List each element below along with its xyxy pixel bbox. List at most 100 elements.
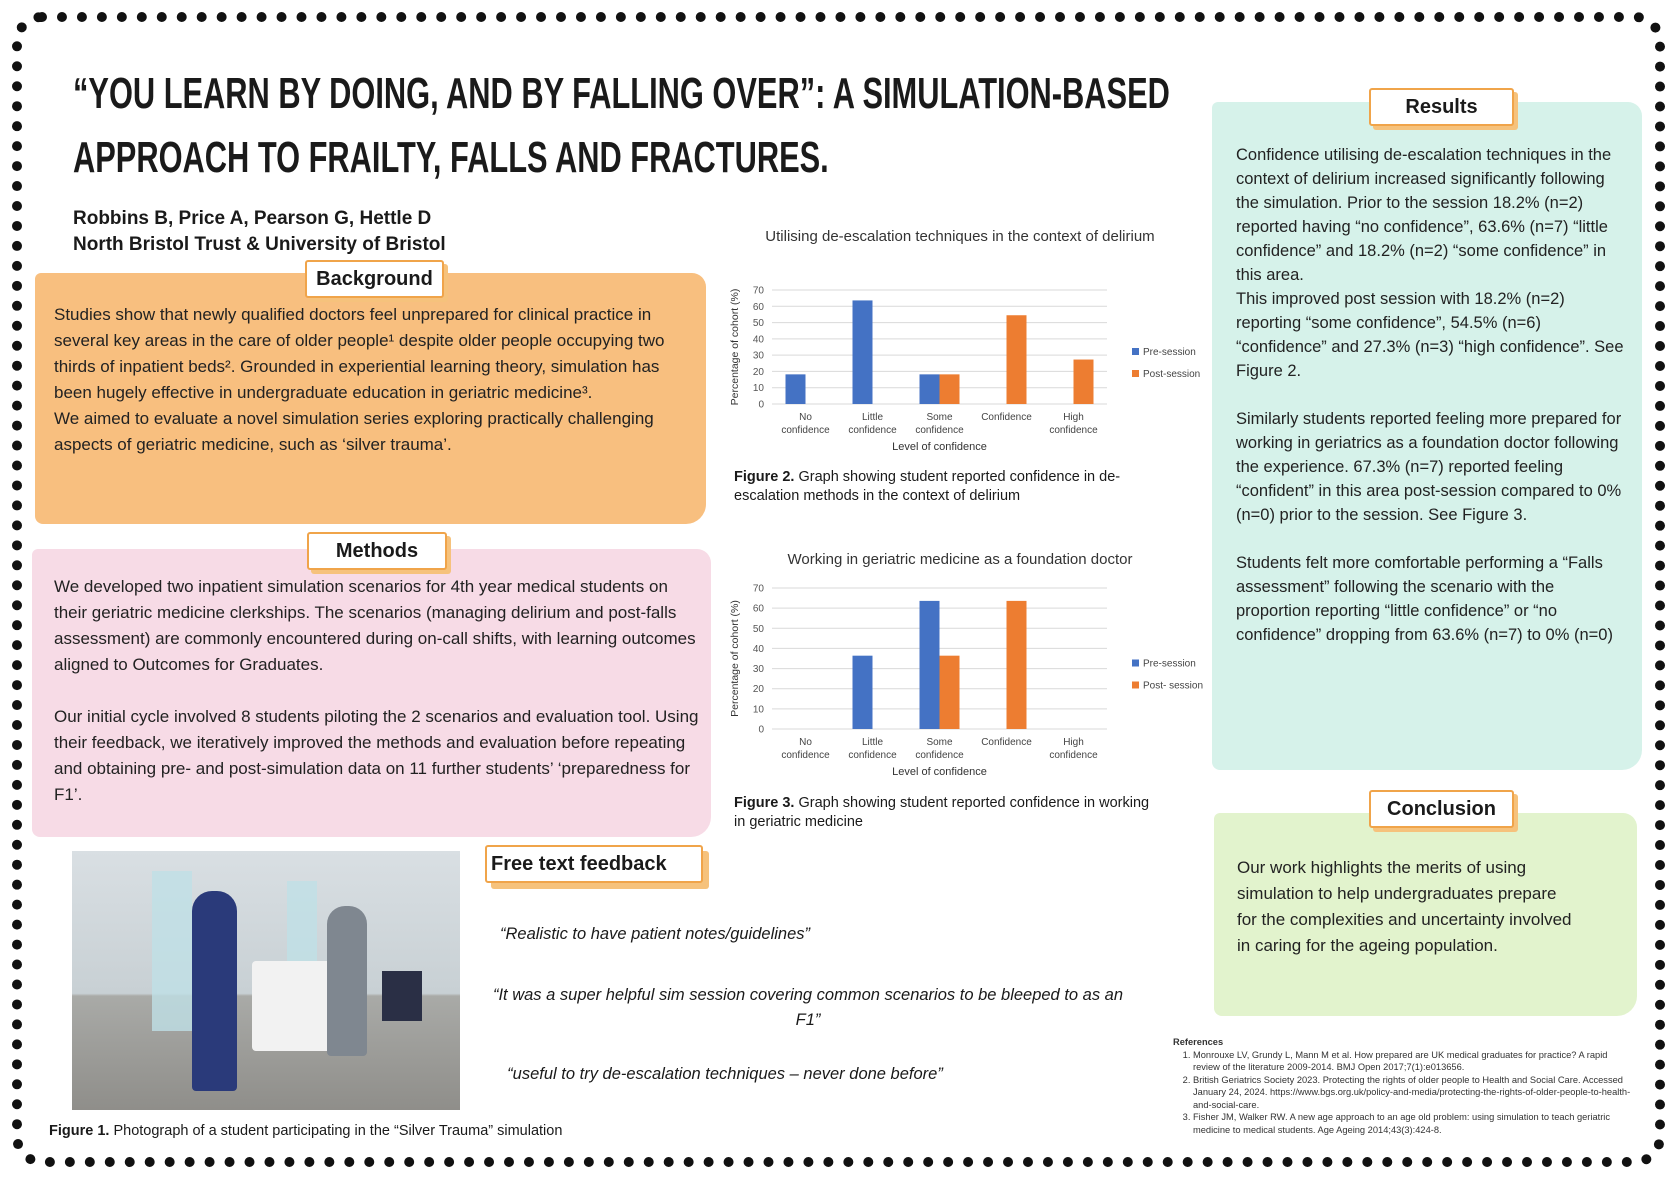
x-tick-label: No bbox=[799, 412, 812, 423]
chart1: 0 10 20 30 40 50 60 70 No confidence Little confide… bbox=[729, 286, 1200, 454]
chart2: 0 10 20 30 40 50 60 70 No confidence Little confide… bbox=[729, 584, 1203, 779]
legend-label: Pre-session bbox=[1143, 659, 1196, 670]
poster-title: “You learn by doing, and by falling over… bbox=[73, 69, 1170, 182]
y-tick-label: 50 bbox=[753, 318, 765, 329]
methods-para-1: We developed two inpatient simulation sc… bbox=[54, 577, 696, 674]
background-para: Studies show that newly qualified doctor… bbox=[54, 305, 665, 402]
legend-swatch bbox=[1132, 681, 1139, 689]
results-para-3: Students felt more comfortable performin… bbox=[1236, 554, 1613, 644]
bar-post bbox=[1006, 315, 1027, 404]
bar-post bbox=[939, 374, 960, 404]
feedback-label: Free text feedback bbox=[485, 845, 703, 883]
legend-label: Pre-session bbox=[1143, 347, 1196, 358]
y-axis-label: Percentage of cohort (%) bbox=[729, 289, 741, 406]
results-text: Confidence utilising de-escalation techn… bbox=[1236, 143, 1631, 647]
reference-2-text: British Geriatrics Society 2023. Protect… bbox=[1193, 1074, 1623, 1098]
figure2-caption-text: Graph showing student reported confidenc… bbox=[734, 469, 1121, 504]
y-tick-label: 50 bbox=[753, 624, 765, 635]
figure2-label: Figure 2. bbox=[734, 469, 795, 485]
y-tick-label: 30 bbox=[753, 664, 765, 675]
x-tick-label: No bbox=[799, 737, 812, 748]
x-axis-label: Level of confidence bbox=[892, 766, 987, 778]
quote-2: “It was a super helpful sim session cove… bbox=[492, 986, 1124, 1029]
bar-pre bbox=[852, 655, 873, 729]
x-tick-label: Little bbox=[862, 412, 884, 423]
results-label: Results bbox=[1369, 88, 1514, 126]
x-tick-label-line2: confidence bbox=[781, 425, 830, 436]
methods-text: We developed two inpatient simulation sc… bbox=[54, 574, 699, 808]
y-tick-label: 70 bbox=[753, 584, 765, 595]
reference-2: British Geriatrics Society 2023. Protect… bbox=[1193, 1074, 1633, 1112]
x-tick-label: Some bbox=[926, 412, 953, 423]
legend-swatch bbox=[1132, 370, 1139, 377]
x-tick-label-line2: confidence bbox=[781, 750, 830, 761]
reference-3: Fisher JM, Walker RW. A new age approach… bbox=[1193, 1111, 1633, 1136]
x-tick-label-line2: confidence bbox=[848, 425, 897, 436]
results-para-2: Similarly students reported feeling more… bbox=[1236, 410, 1622, 524]
quote-3: “useful to try de-escalation techniques … bbox=[507, 1065, 943, 1083]
methods-section bbox=[32, 549, 711, 837]
x-tick-label: High bbox=[1063, 412, 1084, 423]
y-tick-label: 0 bbox=[758, 400, 764, 411]
x-tick-label-line2: confidence bbox=[848, 750, 897, 761]
methods-label: Methods bbox=[307, 532, 447, 570]
legend-swatch bbox=[1132, 659, 1139, 667]
chart2-title: Working in geriatric medicine as a found… bbox=[787, 551, 1133, 568]
x-tick-label: Confidence bbox=[981, 737, 1032, 748]
background-section bbox=[35, 273, 706, 524]
x-tick-label: Little bbox=[862, 737, 884, 748]
y-tick-label: 20 bbox=[753, 684, 765, 695]
figure1-caption: Figure 1. Photograph of a student partic… bbox=[49, 1122, 562, 1141]
conclusion-text: Our work highlights the merits of using … bbox=[1237, 858, 1572, 955]
bar-post bbox=[1006, 600, 1027, 729]
x-tick-label: Some bbox=[926, 737, 953, 748]
references: References Monrouxe LV, Grundy L, Mann M… bbox=[1173, 1036, 1633, 1136]
reference-1: Monrouxe LV, Grundy L, Mann M et al. How… bbox=[1193, 1049, 1633, 1074]
figure3-caption: Figure 3. Graph showing student reported… bbox=[734, 794, 1164, 832]
legend-label: Post- session bbox=[1143, 681, 1203, 692]
bar-pre bbox=[919, 600, 940, 729]
results-section bbox=[1212, 102, 1642, 770]
bar-pre bbox=[852, 300, 873, 404]
y-tick-label: 0 bbox=[758, 725, 764, 736]
legend-label: Post-session bbox=[1143, 369, 1200, 380]
figure3-caption-text: Graph showing student reported confidenc… bbox=[734, 795, 1150, 830]
affiliation: North Bristol Trust & University of Bris… bbox=[73, 234, 446, 255]
y-tick-label: 30 bbox=[753, 351, 765, 362]
reference-2-link[interactable]: https://www.bgs.org.uk/policy-and-media/… bbox=[1193, 1087, 1631, 1110]
results-para-1b: This improved post session with 18.2% (n… bbox=[1236, 290, 1624, 380]
y-tick-label: 60 bbox=[753, 604, 765, 615]
x-tick-label: Confidence bbox=[981, 412, 1032, 423]
x-tick-label-line2: confidence bbox=[915, 425, 964, 436]
dotted-border bbox=[12, 12, 1665, 1167]
authors-block: Robbins B, Price A, Pearson G, Hettle D … bbox=[73, 206, 446, 258]
background-text: Studies show that newly qualified doctor… bbox=[54, 302, 694, 458]
conclusion-section bbox=[1214, 813, 1637, 1016]
x-tick-label: High bbox=[1063, 737, 1084, 748]
figure1-caption-text: Photograph of a student participating in… bbox=[109, 1123, 563, 1139]
background-aim: We aimed to evaluate a novel simulation … bbox=[54, 409, 654, 454]
figure2-caption: Figure 2. Graph showing student reported… bbox=[734, 468, 1164, 506]
bar-post bbox=[939, 655, 960, 729]
y-tick-label: 60 bbox=[753, 302, 765, 313]
bar-pre bbox=[919, 374, 940, 404]
background-label: Background bbox=[305, 260, 444, 298]
methods-para-2: Our initial cycle involved 8 students pi… bbox=[54, 707, 699, 804]
x-tick-label-line2: confidence bbox=[915, 750, 964, 761]
y-axis-label: Percentage of cohort (%) bbox=[729, 600, 741, 717]
figure3-label: Figure 3. bbox=[734, 795, 795, 811]
x-axis-label: Level of confidence bbox=[892, 441, 987, 453]
conclusion-label: Conclusion bbox=[1369, 790, 1514, 828]
bar-pre bbox=[785, 374, 806, 404]
y-tick-label: 20 bbox=[753, 367, 765, 378]
simulation-photo bbox=[72, 851, 460, 1110]
authors: Robbins B, Price A, Pearson G, Hettle D bbox=[73, 208, 432, 229]
references-heading: References bbox=[1173, 1037, 1224, 1047]
x-tick-label-line2: confidence bbox=[1049, 425, 1098, 436]
y-tick-label: 40 bbox=[753, 644, 765, 655]
bar-post bbox=[1073, 359, 1094, 404]
results-para-1: Confidence utilising de-escalation techn… bbox=[1236, 146, 1612, 284]
quote-1: “Realistic to have patient notes/guideli… bbox=[499, 925, 810, 943]
x-tick-label-line2: confidence bbox=[1049, 750, 1098, 761]
y-tick-label: 40 bbox=[753, 334, 765, 345]
